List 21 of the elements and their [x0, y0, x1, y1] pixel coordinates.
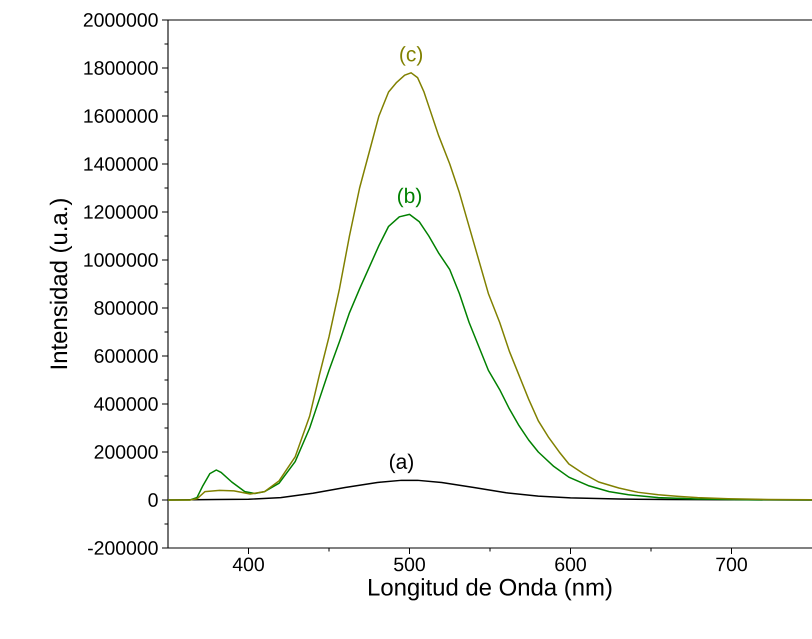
annotation: (c)	[400, 46, 422, 66]
x-tick-label: 500	[394, 558, 425, 572]
y-tick-label: -200000	[88, 541, 158, 555]
y-tick-label: 600000	[94, 349, 158, 363]
y-tick-label: 2000000	[84, 13, 158, 27]
y-tick-label: 1800000	[84, 61, 158, 75]
annotation: (b)	[398, 188, 421, 208]
y-tick-label: 0	[148, 493, 158, 507]
y-tick-label: 1200000	[84, 205, 158, 219]
y-tick-label: 800000	[94, 301, 158, 315]
y-axis-title: Intensidad (u.a.)	[50, 199, 72, 368]
y-tick-label: 400000	[94, 397, 158, 411]
y-tick-label: 200000	[94, 445, 158, 459]
x-axis-title: Longitud de Onda (nm)	[369, 578, 612, 600]
annotation: (a)	[390, 454, 413, 474]
x-tick-label: 700	[716, 558, 747, 572]
x-tick-label: 400	[232, 558, 264, 572]
y-tick-label: 1000000	[84, 253, 158, 267]
x-tick-label: 600	[555, 558, 586, 572]
y-tick-label: 1400000	[84, 157, 158, 171]
y-tick-label: 1600000	[84, 109, 158, 123]
